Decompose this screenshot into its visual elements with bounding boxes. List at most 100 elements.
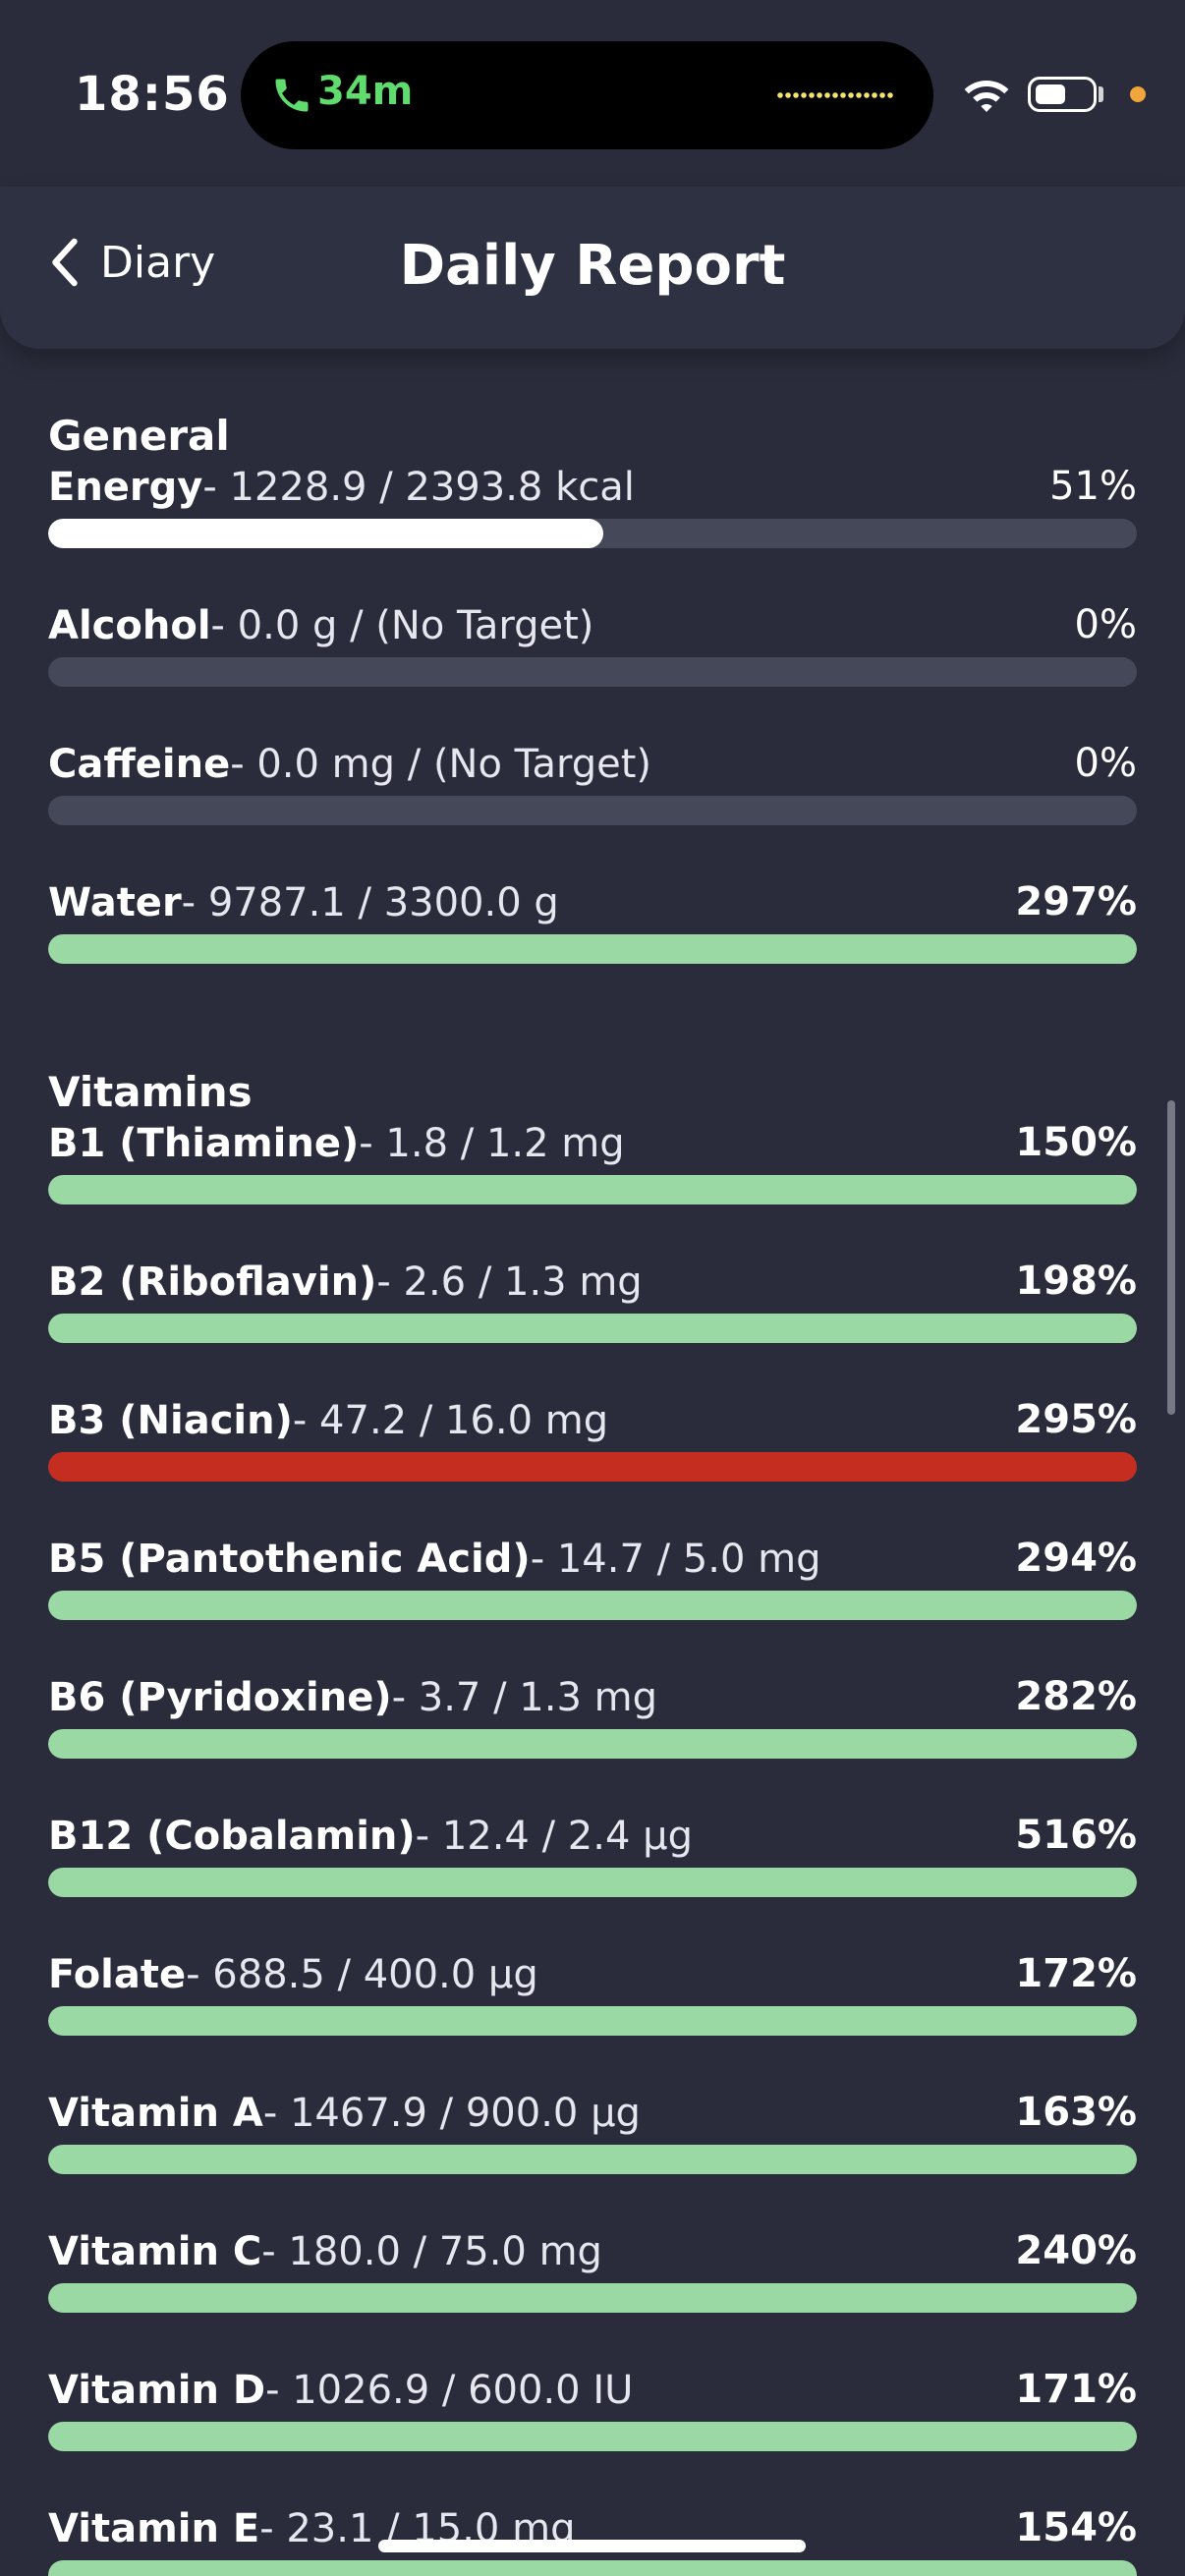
progress-fill [48,1314,1137,1343]
audio-waveform-icon [776,92,894,98]
progress-fill [48,2283,1137,2313]
progress-track [48,2145,1137,2174]
progress-fill [48,1591,1137,1620]
nutrient-percent: 294% [1015,1536,1137,1581]
progress-track [48,519,1137,548]
progress-track [48,796,1137,825]
nutrient-row[interactable]: Vitamin E- 23.1 / 15.0 mg 154% [48,2505,1137,2576]
nutrient-percent: 171% [1015,2367,1137,2412]
battery-icon [1028,77,1097,112]
nutrient-label: Folate- 688.5 / 400.0 µg [48,1951,1137,1998]
nutrient-row[interactable]: Water- 9787.1 / 3300.0 g 297% [48,879,1137,1018]
nutrient-label: B3 (Niacin)- 47.2 / 16.0 mg [48,1397,1137,1444]
progress-fill [48,519,604,548]
nutrient-row[interactable]: B5 (Pantothenic Acid)- 14.7 / 5.0 mg 294% [48,1536,1137,1674]
page-title: Daily Report [399,234,786,298]
nutrient-amount: - 0.0 mg / (No Target) [230,742,652,787]
nutrient-amount: - 1026.9 / 600.0 IU [265,2368,634,2413]
nutrient-amount: - 47.2 / 16.0 mg [292,1398,609,1443]
progress-track [48,2283,1137,2313]
nutrient-name: Energy [48,465,203,510]
nutrient-label: Alcohol- 0.0 g / (No Target) [48,602,1137,649]
nutrient-percent: 154% [1015,2505,1137,2550]
nutrient-row[interactable]: B3 (Niacin)- 47.2 / 16.0 mg 295% [48,1397,1137,1536]
progress-track [48,934,1137,964]
nutrient-label: Water- 9787.1 / 3300.0 g [48,879,1137,926]
section-title: Vitamins [48,1068,253,1116]
nutrient-row[interactable]: Vitamin C- 180.0 / 75.0 mg 240% [48,2228,1137,2367]
nutrient-amount: - 2.6 / 1.3 mg [376,1260,643,1305]
nutrient-amount: - 9787.1 / 3300.0 g [181,880,559,925]
progress-fill [48,1729,1137,1759]
nutrient-row[interactable]: Vitamin A- 1467.9 / 900.0 µg 163% [48,2090,1137,2228]
scroll-indicator[interactable] [1167,1100,1175,1415]
nutrient-amount: - 14.7 / 5.0 mg [530,1537,821,1582]
section-vitamins: Vitamins B1 (Thiamine)- 1.8 / 1.2 mg 150%… [48,1069,1137,2576]
nutrient-label: Vitamin D- 1026.9 / 600.0 IU [48,2367,1137,2414]
home-indicator[interactable] [378,2540,806,2552]
nutrient-amount: - 688.5 / 400.0 µg [186,1952,538,1997]
nutrient-name: Vitamin C [48,2229,262,2274]
nutrient-label: Energy- 1228.9 / 2393.8 kcal [48,464,1137,511]
progress-track [48,1452,1137,1482]
nutrient-row[interactable]: B6 (Pyridoxine)- 3.7 / 1.3 mg 282% [48,1674,1137,1813]
progress-track [48,657,1137,687]
nutrient-percent: 0% [1074,602,1137,647]
wifi-icon [964,81,1009,112]
nutrient-name: Vitamin A [48,2091,263,2136]
nutrient-name: Folate [48,1952,187,1997]
back-button[interactable]: Diary [47,236,215,289]
nutrient-amount: - 180.0 / 75.0 mg [261,2229,602,2274]
nutrient-name: Water [48,880,182,925]
nutrient-label: B1 (Thiamine)- 1.8 / 1.2 mg [48,1120,1137,1167]
nutrient-amount: - 1228.9 / 2393.8 kcal [202,465,635,510]
back-button-label: Diary [100,237,216,288]
nutrient-label: B6 (Pyridoxine)- 3.7 / 1.3 mg [48,1674,1137,1721]
battery-tip [1099,86,1103,102]
nav-bar: Diary Daily Report [0,187,1185,349]
call-duration: 34m [317,69,414,114]
nutrient-row[interactable]: Alcohol- 0.0 g / (No Target) 0% [48,602,1137,741]
nutrient-row[interactable]: B1 (Thiamine)- 1.8 / 1.2 mg 150% [48,1120,1137,1259]
nutrient-row[interactable]: Energy- 1228.9 / 2393.8 kcal 51% [48,464,1137,602]
dynamic-island-call[interactable]: 34m [241,41,933,149]
nutrient-name: B6 (Pyridoxine) [48,1675,392,1720]
nutrient-percent: 163% [1015,2090,1137,2135]
nutrient-percent: 282% [1015,1674,1137,1719]
progress-track [48,1175,1137,1204]
nutrient-percent: 51% [1049,464,1137,509]
nutrient-percent: 172% [1015,1951,1137,1996]
nutrient-name: B1 (Thiamine) [48,1121,360,1166]
nutrient-label: Caffeine- 0.0 mg / (No Target) [48,741,1137,788]
nutrient-list: Energy- 1228.9 / 2393.8 kcal 51% Alcohol- … [48,464,1137,1018]
report-content[interactable]: General Energy- 1228.9 / 2393.8 kcal 51% A… [0,349,1185,2576]
nutrient-percent: 516% [1015,1813,1137,1858]
nutrient-label: Vitamin A- 1467.9 / 900.0 µg [48,2090,1137,2137]
nutrient-row[interactable]: Vitamin D- 1026.9 / 600.0 IU 171% [48,2367,1137,2505]
nutrient-percent: 0% [1074,741,1137,786]
status-time: 18:56 [75,67,230,122]
nutrient-row[interactable]: Folate- 688.5 / 400.0 µg 172% [48,1951,1137,2090]
nutrient-amount: - 1.8 / 1.2 mg [359,1121,625,1166]
progress-fill [48,1868,1137,1897]
progress-track [48,1314,1137,1343]
nutrient-label: B2 (Riboflavin)- 2.6 / 1.3 mg [48,1259,1137,1306]
nutrient-row[interactable]: B2 (Riboflavin)- 2.6 / 1.3 mg 198% [48,1259,1137,1397]
nutrient-amount: - 12.4 / 2.4 µg [415,1814,693,1859]
status-bar: 18:56 34m [0,0,1185,187]
nutrient-row[interactable]: B12 (Cobalamin)- 12.4 / 2.4 µg 516% [48,1813,1137,1951]
nutrient-percent: 240% [1015,2228,1137,2273]
progress-fill [48,934,1137,964]
progress-fill [48,1175,1137,1204]
progress-track [48,2006,1137,2036]
chevron-left-icon [52,238,78,287]
nutrient-amount: - 1467.9 / 900.0 µg [262,2091,641,2136]
nutrient-name: Caffeine [48,742,231,787]
nutrient-amount: - 0.0 g / (No Target) [210,603,594,648]
nutrient-list: B1 (Thiamine)- 1.8 / 1.2 mg 150% B2 (Ribof… [48,1120,1137,2576]
nutrient-name: Vitamin E [48,2506,260,2551]
nutrient-row[interactable]: Caffeine- 0.0 mg / (No Target) 0% [48,741,1137,879]
progress-fill [48,2145,1137,2174]
progress-fill [48,2006,1137,2036]
progress-track [48,1591,1137,1620]
